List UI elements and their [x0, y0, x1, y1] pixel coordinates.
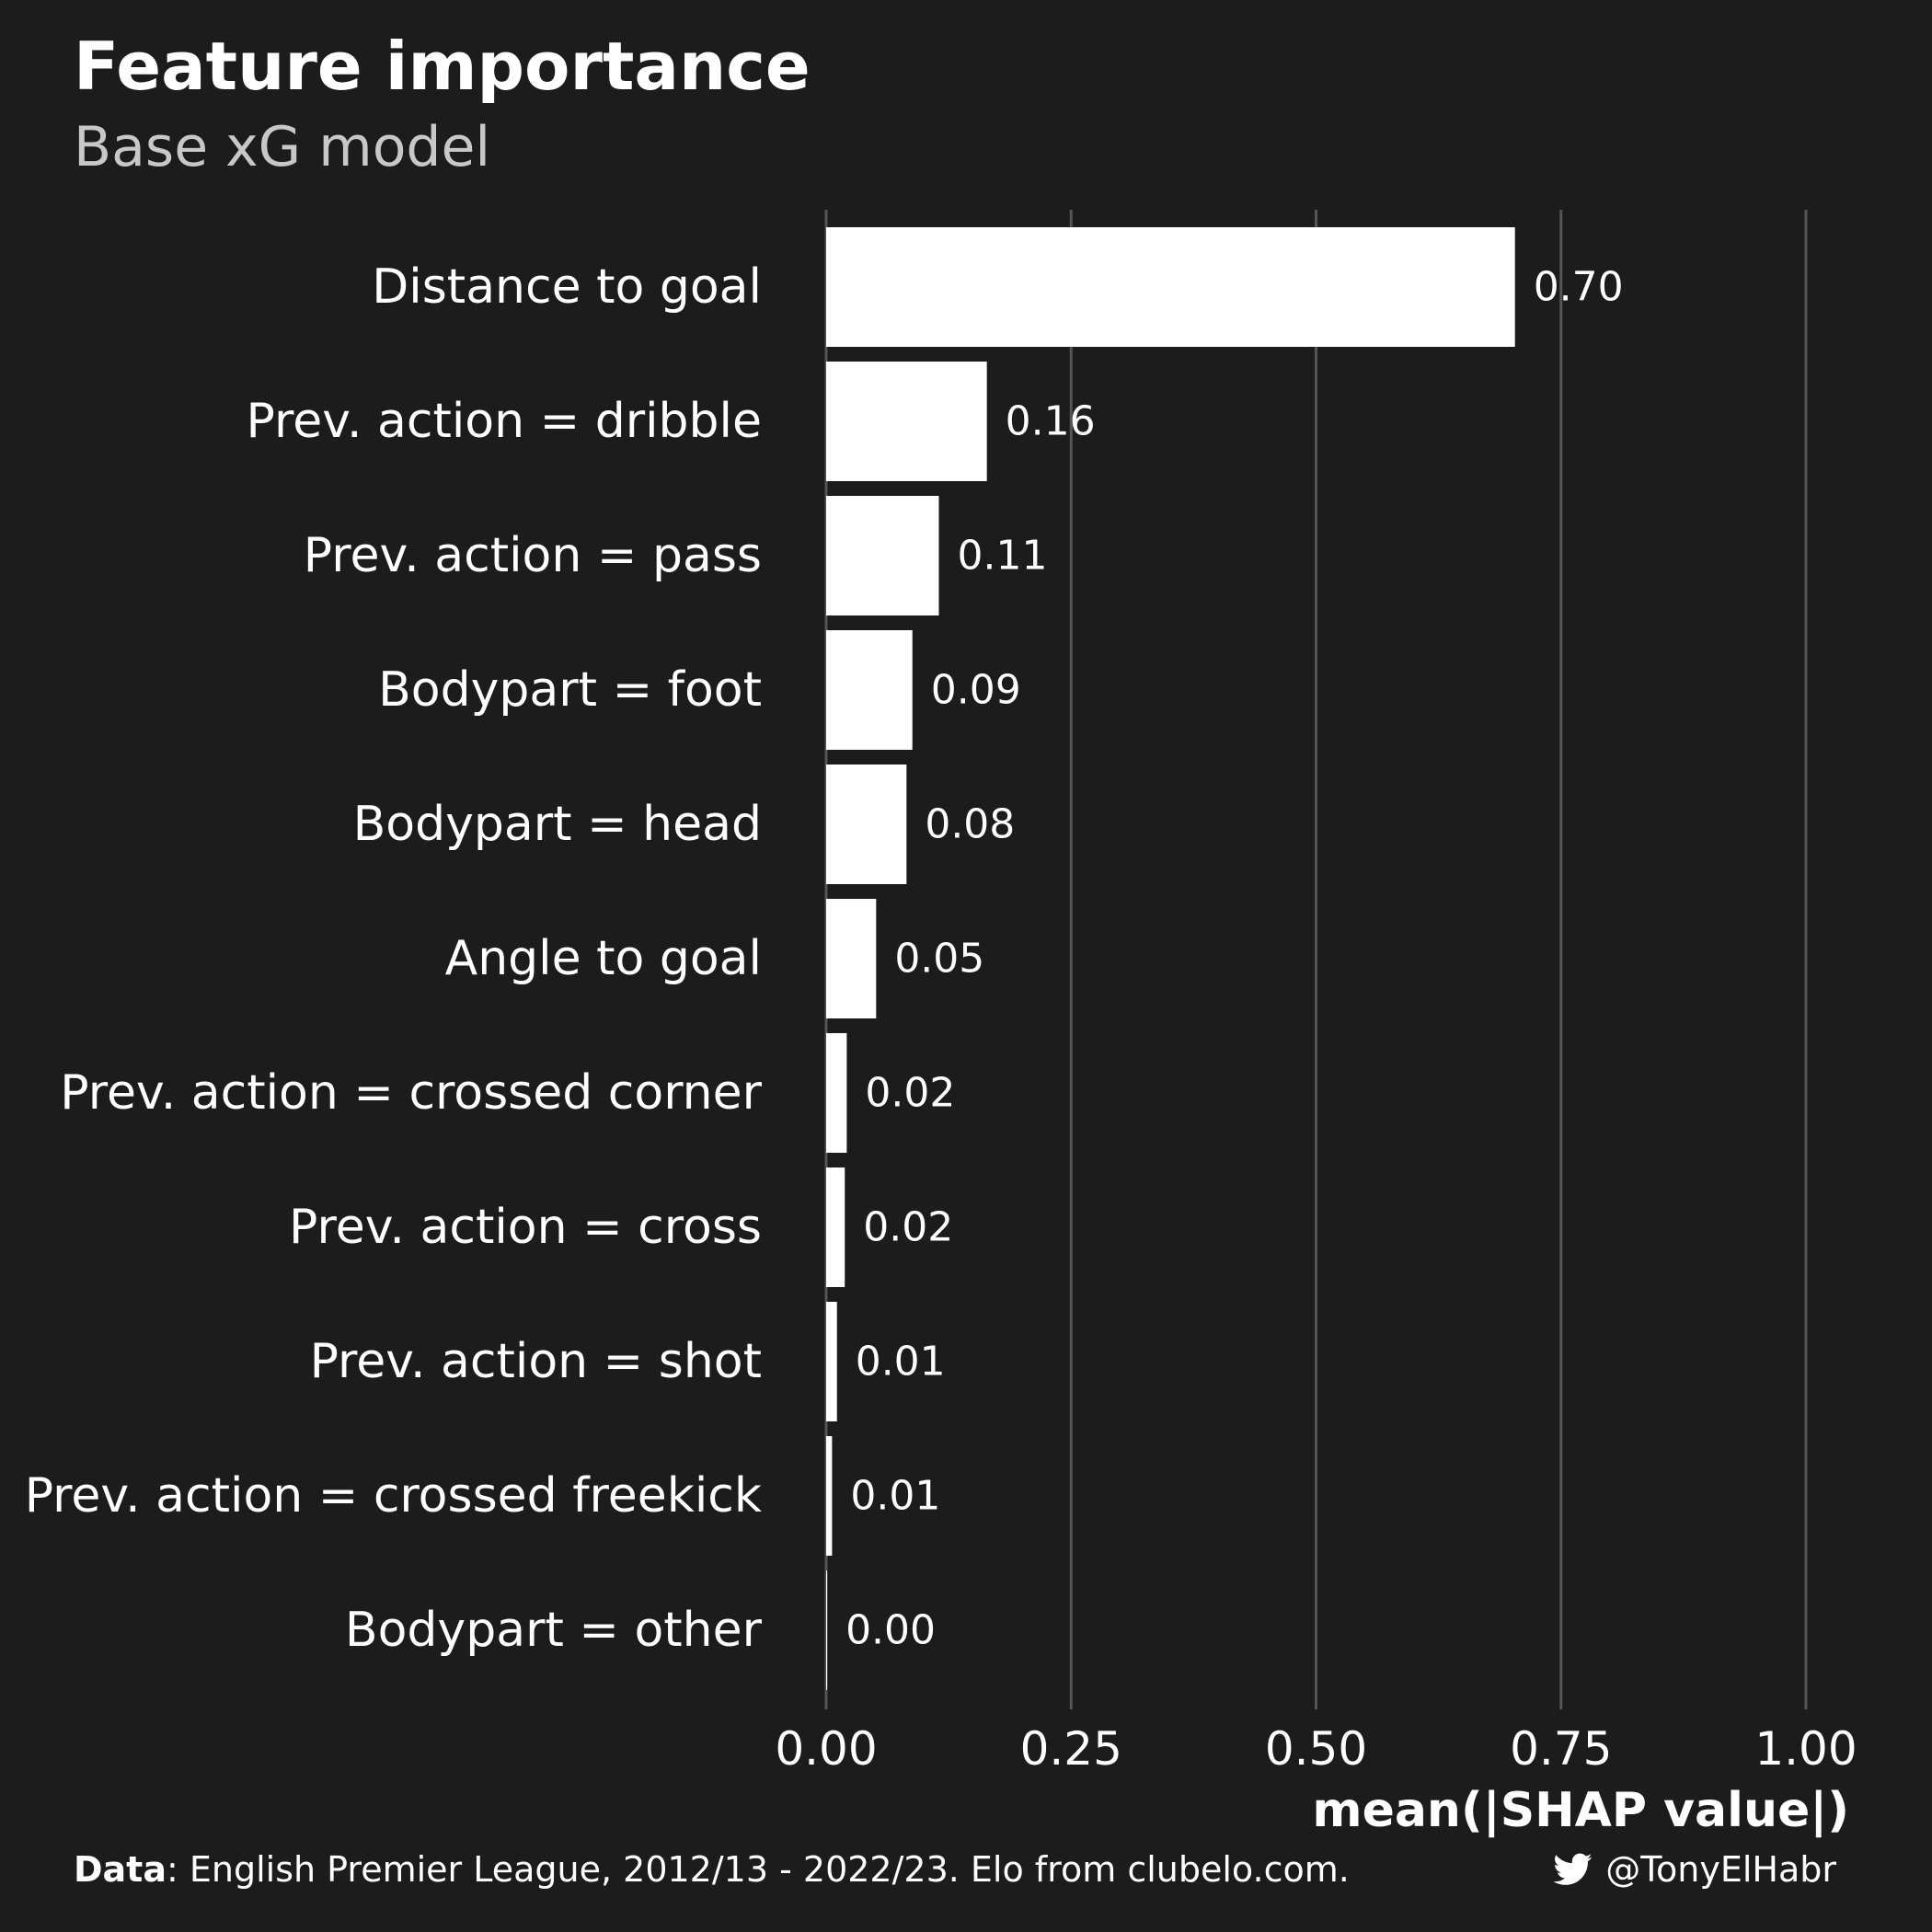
bar — [826, 1167, 845, 1287]
x-tick-label: 0.00 — [775, 1722, 877, 1776]
chart-title: Feature importance — [74, 28, 811, 105]
caption-data-label: Data — [74, 1849, 167, 1890]
twitter-icon — [1554, 1853, 1593, 1885]
data-label: 0.02 — [865, 1070, 955, 1117]
data-label: 0.08 — [925, 801, 1015, 848]
x-tick-label: 0.25 — [1020, 1722, 1122, 1776]
bar — [826, 1570, 828, 1690]
bar — [826, 1302, 837, 1421]
x-tick-label: 1.00 — [1754, 1722, 1857, 1776]
bar — [826, 630, 913, 750]
category-label: Prev. action = cross — [289, 1200, 762, 1255]
data-label: 0.16 — [1006, 398, 1096, 445]
data-label: 0.05 — [894, 936, 984, 983]
category-label: Prev. action = dribble — [247, 394, 762, 449]
data-label: 0.70 — [1534, 264, 1624, 311]
handle-text: @TonyElHabr — [1605, 1849, 1836, 1890]
category-label: Prev. action = crossed freekick — [25, 1468, 762, 1524]
data-label: 0.00 — [845, 1607, 936, 1654]
data-label: 0.09 — [931, 667, 1021, 714]
data-label: 0.11 — [957, 533, 1047, 580]
bar — [826, 227, 1515, 347]
data-label: 0.01 — [856, 1339, 946, 1386]
category-label: Prev. action = crossed corner — [60, 1065, 762, 1121]
data-label: 0.01 — [850, 1473, 940, 1520]
category-label: Prev. action = shot — [310, 1334, 762, 1389]
category-label: Prev. action = pass — [304, 528, 762, 583]
data-labels: 0.70 0.16 0.11 0.09 0.08 0.05 0.02 0.02 0.01 0.01… — [845, 264, 1624, 1654]
caption: Data: English Premier League, 2012/13 - … — [74, 1849, 1350, 1890]
bar — [826, 1033, 847, 1153]
x-tick-label: 0.50 — [1265, 1722, 1367, 1776]
category-label: Bodypart = other — [345, 1603, 763, 1658]
bar — [826, 1436, 833, 1556]
x-axis-ticks: 0.00 0.25 0.50 0.75 1.00 — [775, 1722, 1857, 1776]
bars — [826, 227, 1515, 1690]
x-tick-label: 0.75 — [1510, 1722, 1612, 1776]
category-label: Distance to goal — [372, 259, 762, 315]
category-label: Bodypart = head — [353, 797, 762, 852]
bar — [826, 362, 987, 481]
twitter-handle: @TonyElHabr — [1554, 1849, 1836, 1890]
bar — [826, 899, 877, 1018]
chart-subtitle: Base xG model — [74, 115, 491, 179]
bar — [826, 765, 907, 884]
caption-text: : English Premier League, 2012/13 - 2022… — [167, 1849, 1350, 1890]
bar — [826, 496, 939, 615]
x-axis-title: mean(|SHAP value|) — [1312, 1783, 1849, 1838]
category-label: Bodypart = foot — [378, 662, 762, 718]
category-label: Angle to goal — [445, 931, 762, 986]
data-label: 0.02 — [863, 1204, 953, 1251]
category-labels: Distance to goal Prev. action = dribble Pr… — [25, 259, 763, 1658]
